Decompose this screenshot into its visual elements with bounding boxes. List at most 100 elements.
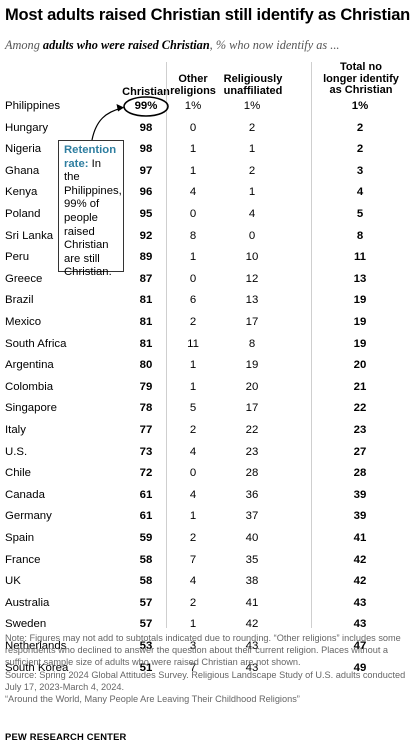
table-row: Sri Lanka 92 8 0 8 [0, 227, 420, 249]
other-religions-value: 8 [189, 229, 197, 242]
country-label: South Africa [5, 337, 67, 350]
christian-value: 81 [139, 294, 153, 307]
country-label: Australia [5, 596, 50, 609]
country-label: Sweden [5, 618, 47, 631]
retention-rate-callout: Retention rate: In the Philippines, 99% … [58, 140, 124, 278]
total-no-longer-value: 13 [353, 272, 367, 285]
table-row: U.S. 73 4 23 27 [0, 443, 420, 465]
other-religions-value: 2 [189, 316, 197, 328]
christian-value: 58 [139, 553, 153, 566]
total-no-longer-value: 4 [356, 186, 364, 199]
unaffiliated-value: 23 [245, 445, 259, 458]
country-label: Poland [5, 208, 41, 220]
country-label: Greece [5, 272, 43, 285]
unaffiliated-value: 28 [245, 467, 259, 480]
christian-value: 61 [139, 510, 153, 523]
other-religions-value: 1 [189, 618, 197, 631]
total-no-longer-value: 19 [353, 316, 367, 328]
other-religions-value: 1 [189, 510, 197, 523]
table-row: France 58 7 35 42 [0, 551, 420, 573]
country-label: Germany [5, 510, 52, 523]
table-row: Peru 89 1 10 11 [0, 248, 420, 270]
unaffiliated-value: 2 [248, 121, 256, 134]
total-no-longer-value: 11 [353, 251, 367, 264]
unaffiliated-value: 17 [245, 316, 259, 328]
notes: Note: Figures may not add to subtotals i… [5, 632, 415, 705]
other-religions-value: 0 [189, 208, 197, 220]
unaffiliated-value: 36 [245, 488, 259, 501]
total-no-longer-value: 8 [356, 229, 364, 242]
table-row: Greece 87 0 12 13 [0, 270, 420, 292]
unaffiliated-value: 13 [245, 294, 259, 307]
table-row: Colombia 79 1 20 21 [0, 378, 420, 400]
table-row: Argentina 80 1 19 20 [0, 356, 420, 378]
unaffiliated-value: 19 [245, 359, 259, 372]
country-label: Hungary [5, 121, 49, 134]
country-label: Argentina [5, 359, 54, 372]
unaffiliated-value: 0 [248, 229, 256, 242]
table-row: Chile 72 0 28 28 [0, 464, 420, 486]
report-title: “Around the World, Many People Are Leavi… [5, 694, 300, 705]
country-label: Netherlands [5, 640, 67, 652]
unaffiliated-value: 40 [245, 532, 259, 544]
unaffiliated-value: 41 [245, 596, 259, 609]
total-no-longer-value: 47 [353, 640, 367, 652]
unaffiliated-value: 1 [248, 143, 256, 156]
total-no-longer-value: 27 [353, 445, 367, 458]
country-label: Colombia [5, 380, 54, 393]
unaffiliated-value: 17 [245, 402, 259, 415]
country-label: Sri Lanka [5, 229, 54, 242]
table-row: Sweden 57 1 42 43 [0, 615, 420, 637]
total-no-longer-value: 19 [353, 294, 367, 307]
column-divider-right [311, 62, 312, 628]
unaffiliated-value: 37 [245, 510, 259, 523]
country-label: Brazil [5, 294, 34, 307]
total-no-longer-value: 1% [351, 100, 369, 112]
christian-value: 77 [139, 424, 153, 436]
christian-value: 81 [139, 337, 153, 350]
unaffiliated-value: 22 [245, 424, 259, 436]
christian-value: 58 [139, 575, 153, 588]
christian-value: 53 [139, 640, 153, 652]
total-no-longer-value: 28 [353, 467, 367, 480]
total-no-longer-value: 39 [353, 488, 367, 501]
country-label: Nigeria [5, 143, 42, 156]
other-religions-value: 3 [189, 640, 197, 652]
subtitle-post: , % who now identify as ... [209, 38, 340, 52]
christian-value: 89 [139, 251, 153, 264]
total-no-longer-value: 42 [353, 575, 367, 588]
total-no-longer-value: 2 [356, 143, 364, 156]
table-row: Ghana 97 1 2 3 [0, 162, 420, 184]
country-label: France [5, 553, 41, 566]
unaffiliated-value: 1 [248, 186, 256, 199]
christian-value: 57 [139, 596, 153, 609]
christian-value: 95 [139, 208, 153, 220]
total-no-longer-value: 3 [356, 164, 364, 177]
table-row: Brazil 81 6 13 19 [0, 291, 420, 313]
unaffiliated-value: 2 [248, 164, 256, 177]
christian-value: 98 [139, 121, 153, 134]
subtitle-pre: Among [5, 38, 43, 52]
unaffiliated-value: 42 [245, 618, 259, 631]
other-religions-value: 0 [189, 121, 197, 134]
chart-subtitle: Among adults who were raised Christian, … [5, 38, 339, 53]
christian-value: 80 [139, 359, 153, 372]
total-no-longer-value: 21 [353, 380, 367, 393]
note-text: Note: Figures may not add to subtotals i… [5, 633, 401, 668]
other-religions-value: 4 [189, 488, 197, 501]
christian-value: 73 [139, 445, 153, 458]
table-row: Italy 77 2 22 23 [0, 421, 420, 443]
country-label: Kenya [5, 186, 38, 199]
table-row: UK 58 4 38 42 [0, 572, 420, 594]
header-unaffiliated: Religiously unaffiliated [223, 73, 283, 97]
christian-value: 97 [139, 164, 153, 177]
christian-value: 96 [139, 186, 153, 199]
callout-text: In the Philippines, 99% of people raised… [64, 157, 122, 279]
other-religions-value: 0 [189, 272, 197, 285]
other-religions-value: 1 [189, 380, 197, 393]
other-religions-value: 5 [189, 402, 197, 415]
christian-value: 99% [134, 100, 158, 112]
total-no-longer-value: 19 [353, 337, 367, 350]
callout-label: Retention rate: [64, 144, 117, 170]
other-religions-value: 1 [189, 251, 197, 264]
